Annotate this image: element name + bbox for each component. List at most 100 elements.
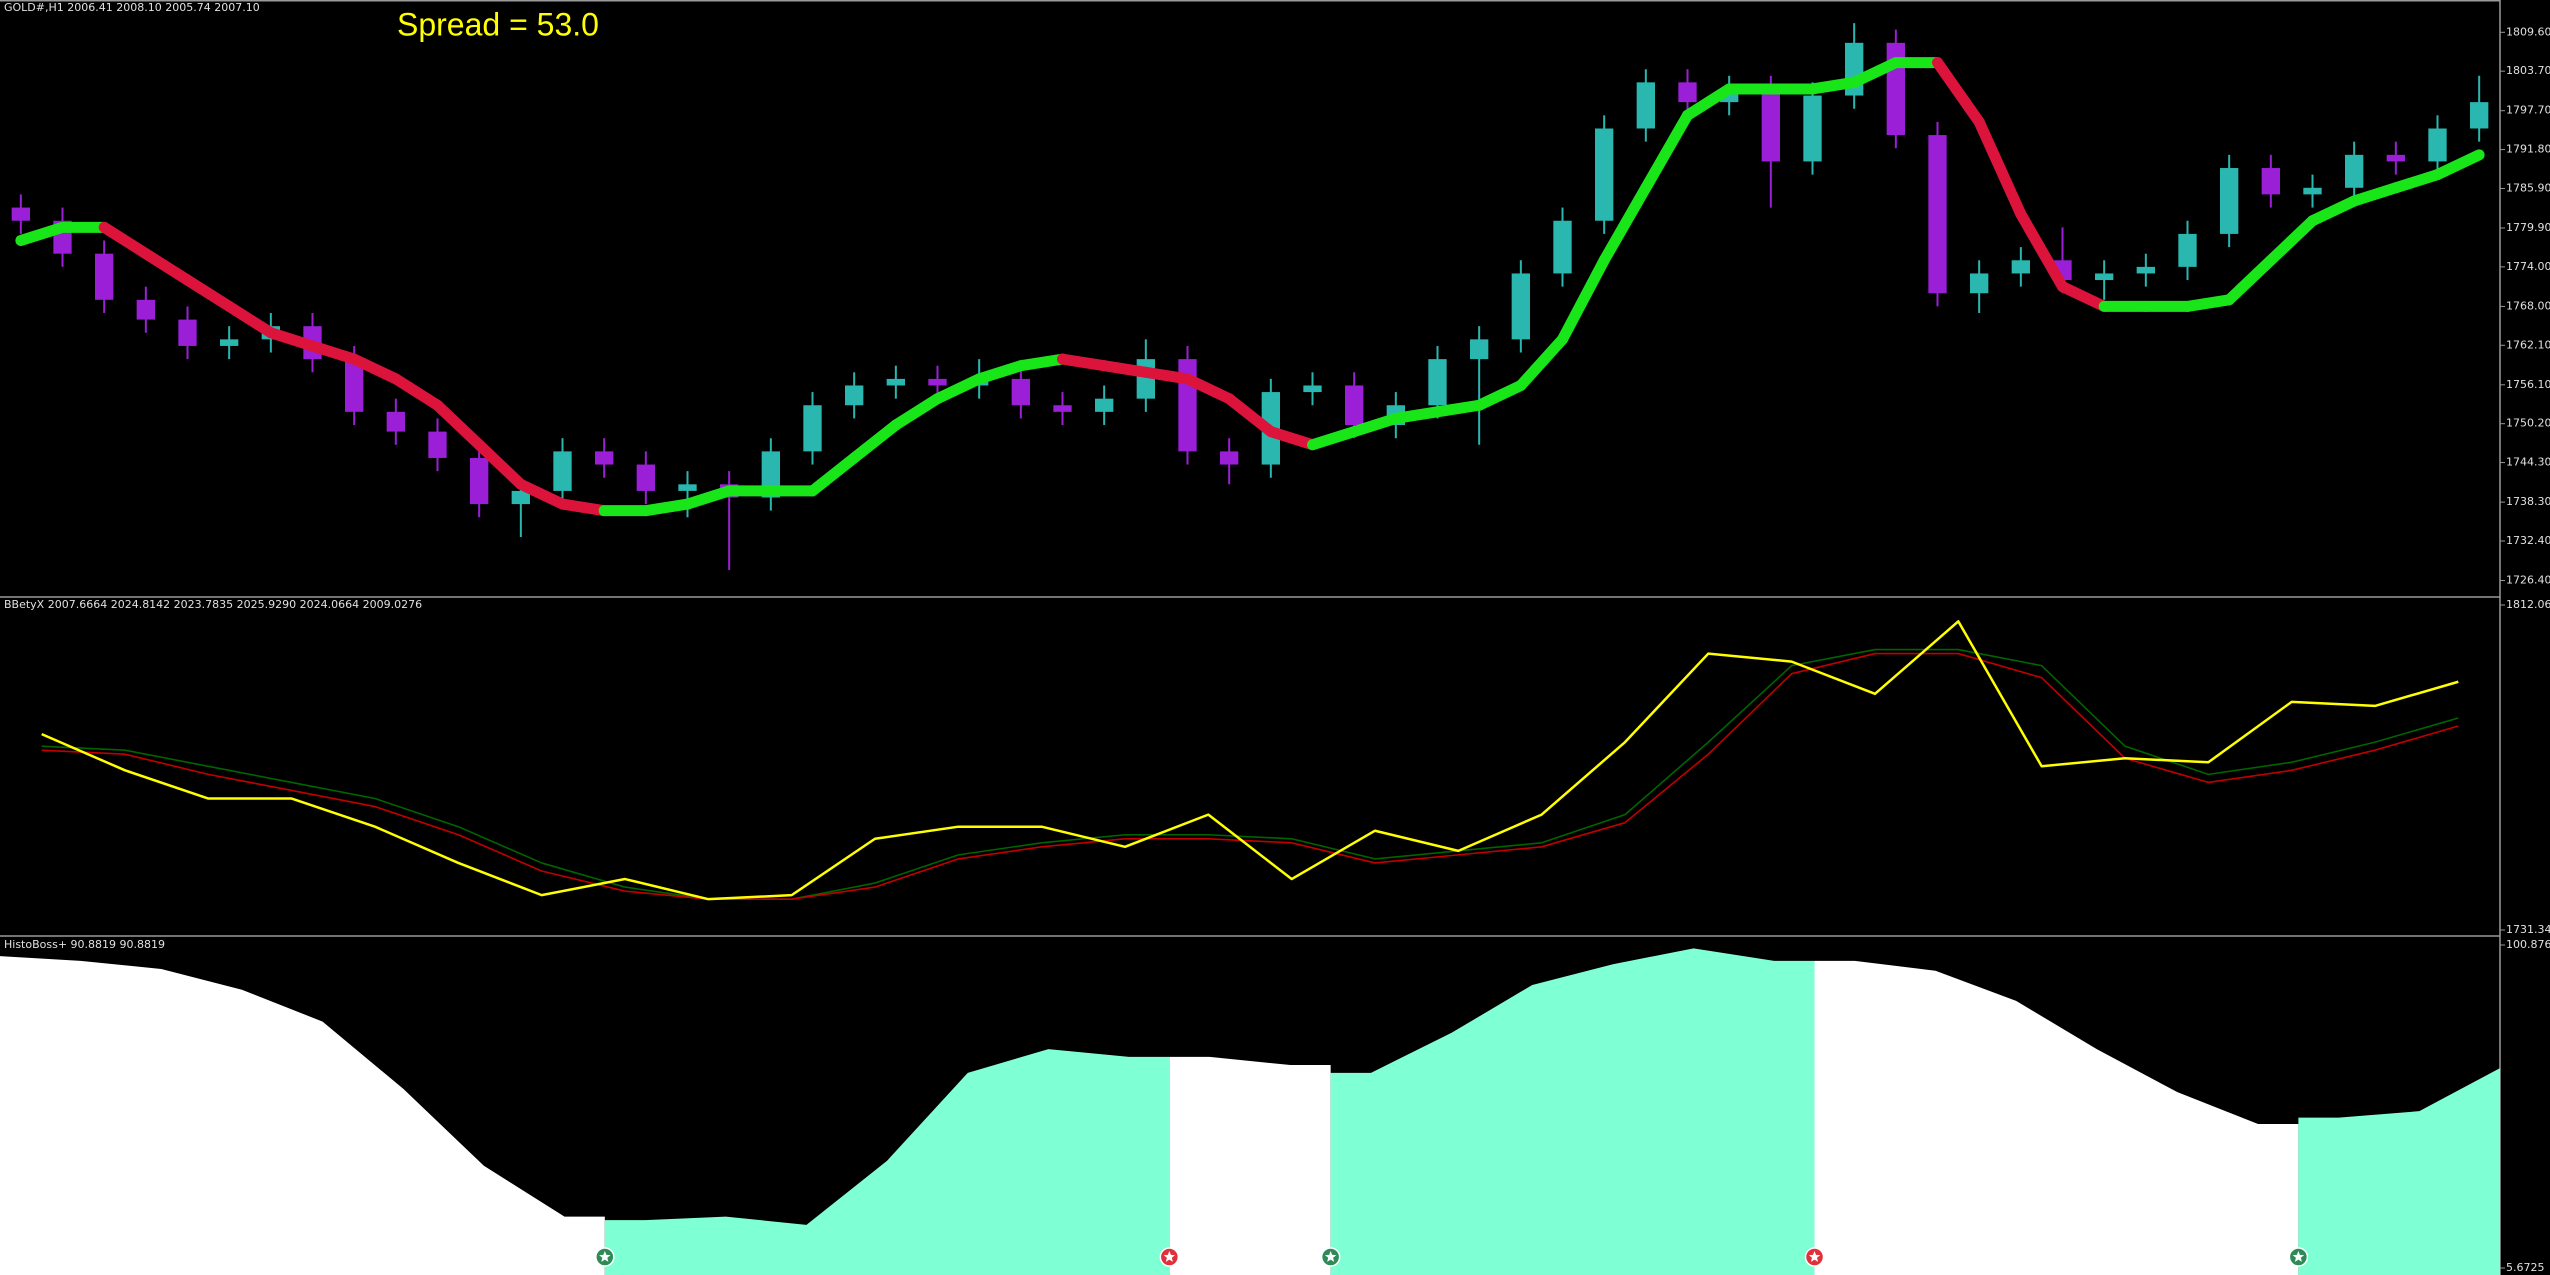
- candle-body: [636, 464, 655, 491]
- y-tick-label: 1779.90: [2506, 221, 2550, 234]
- trend-segment: [682, 485, 735, 510]
- star-icon: [599, 1251, 611, 1262]
- y-tick-label: 1785.90: [2506, 181, 2550, 194]
- candle-body: [1761, 88, 1780, 162]
- candle-body: [1011, 378, 1030, 406]
- trend-segment: [1848, 57, 1902, 88]
- candle-body: [2428, 128, 2447, 162]
- candle-body: [1303, 385, 1322, 393]
- trend-segment: [98, 221, 152, 260]
- y-tick-label: 1750.20: [2506, 417, 2550, 430]
- candle-body: [386, 411, 405, 432]
- spread-annotation: Spread = 53.0: [397, 6, 599, 42]
- y-tick-label: 1756.10: [2506, 378, 2550, 391]
- trend-segment: [2432, 149, 2485, 181]
- candle-body: [345, 359, 364, 412]
- candle-body: [1095, 398, 1114, 412]
- indicator-line: [41, 652, 2459, 900]
- trend-segment: [1223, 393, 1277, 438]
- trend-segment: [2307, 195, 2360, 227]
- signal-star: [2288, 1247, 2309, 1267]
- candle-body: [1928, 135, 1947, 294]
- candle-body: [2386, 154, 2405, 162]
- candle-body: [1345, 385, 1364, 426]
- indicator-line: [41, 620, 2459, 901]
- trend-segment: [1973, 116, 2027, 220]
- candle-body: [1886, 42, 1905, 136]
- trend-segment: [2348, 182, 2402, 207]
- trend-segment: [1515, 333, 1568, 391]
- trend-segment: [307, 340, 360, 365]
- histogram-area: [1814, 960, 2299, 1275]
- trend-segment: [1348, 412, 1402, 438]
- trend-segment: [1682, 83, 1735, 121]
- trend-segment: [2390, 169, 2443, 194]
- candle-body: [2178, 233, 2197, 267]
- candle-body: [1553, 220, 1572, 274]
- y-tick-label: 1738.30: [2506, 495, 2550, 508]
- trend-segment: [15, 221, 68, 247]
- candle-body: [595, 451, 614, 465]
- y-tick-label: 1768.00: [2506, 299, 2550, 312]
- candle-body: [11, 207, 30, 221]
- candle-body: [2095, 273, 2114, 281]
- panel-title: HistoBoss+ 90.8819 90.8819: [4, 938, 165, 951]
- candle-body: [1136, 359, 1155, 399]
- star-icon: [1163, 1251, 1176, 1262]
- y-tick-label: 100.8767: [2506, 938, 2550, 951]
- candle-body: [2136, 266, 2155, 274]
- trend-segment: [1432, 399, 1485, 418]
- trend-segment: [1265, 426, 1318, 451]
- trend-segment: [807, 452, 860, 497]
- trend-segment: [1473, 379, 1527, 411]
- trend-segment: [140, 248, 193, 286]
- trend-segment: [973, 360, 1027, 385]
- candle-body: [845, 385, 864, 406]
- trend-segment: [1098, 360, 1152, 378]
- trend-segment: [1390, 406, 1443, 424]
- candle-body: [136, 299, 155, 320]
- signal-star: [1320, 1247, 1341, 1267]
- candle-body: [1970, 273, 1989, 294]
- candle-body: [178, 319, 197, 346]
- candle-body: [2345, 154, 2364, 188]
- trend-segment: [557, 498, 610, 517]
- y-tick-label: 1732.40: [2506, 534, 2550, 547]
- trend-segment: [1015, 353, 1068, 372]
- histogram-area: [2298, 1068, 2500, 1275]
- trend-segment: [1057, 353, 1110, 372]
- trend-segment: [890, 393, 943, 431]
- trend-segment: [1807, 76, 1860, 95]
- histogram-area: [1169, 1056, 1331, 1275]
- trend-segment: [640, 498, 693, 517]
- y-tick-label: 1744.30: [2506, 456, 2550, 469]
- star-icon: [1324, 1251, 1337, 1262]
- candle-body: [886, 378, 905, 386]
- trend-segment: [432, 399, 485, 451]
- candle-body: [470, 457, 489, 505]
- histogram-area: [604, 1049, 1170, 1275]
- histogram-area: [0, 956, 605, 1275]
- signal-star: [1804, 1247, 1825, 1267]
- candle-body: [678, 484, 697, 491]
- candle-body: [1678, 82, 1697, 103]
- trend-segment: [1140, 366, 1193, 385]
- star-icon: [1808, 1251, 1821, 1262]
- candle-body: [2011, 260, 2030, 274]
- candle-body: [1595, 128, 1614, 221]
- candle-body: [220, 339, 239, 346]
- candle-body: [511, 490, 530, 505]
- indicator-line: [41, 648, 2459, 900]
- trend-segment: [473, 439, 527, 490]
- trend-segment: [1640, 109, 1693, 194]
- candle-body: [1053, 405, 1072, 412]
- trend-segment: [182, 274, 235, 312]
- trend-segment: [848, 419, 902, 464]
- y-tick-label: 1731.3419: [2506, 923, 2550, 936]
- trend-segment: [1307, 426, 1360, 451]
- y-tick-label: 1726.40: [2506, 574, 2550, 587]
- candle-body: [553, 451, 572, 491]
- trend-segment: [1932, 57, 1985, 128]
